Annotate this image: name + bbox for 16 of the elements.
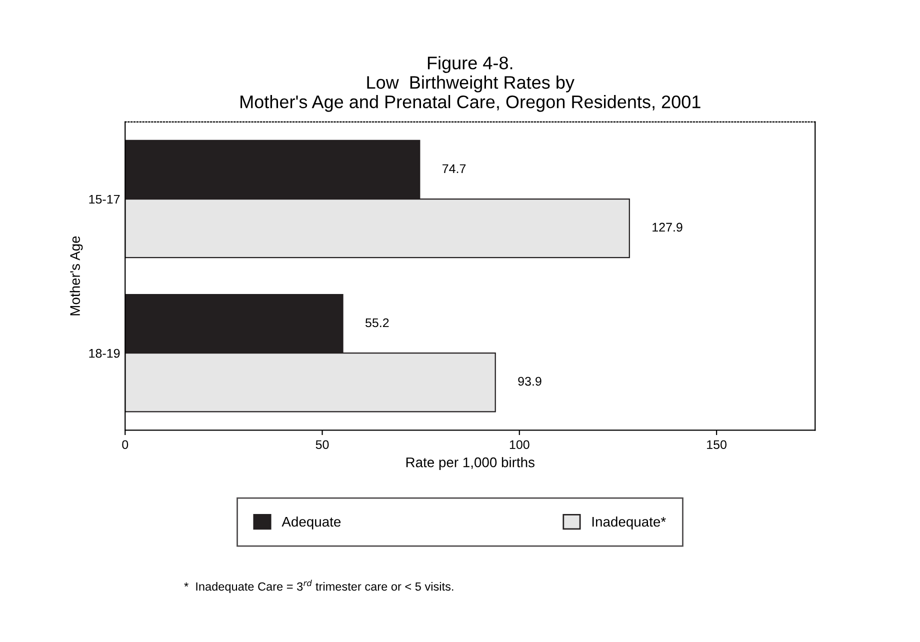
x-tick-label: 100 bbox=[510, 440, 530, 450]
data-label: 127.9 bbox=[652, 222, 682, 232]
data-label: 74.7 bbox=[442, 164, 466, 173]
y-tick-label: 15-17 bbox=[89, 194, 120, 204]
legend-label: Adequate bbox=[282, 516, 341, 530]
x-tick-label: 150 bbox=[707, 440, 726, 450]
y-tick-label: 18-19 bbox=[89, 348, 120, 358]
x-tick-label: 50 bbox=[316, 440, 329, 450]
data-label: 93.9 bbox=[518, 376, 542, 386]
text: * Inadequate Care = 3$^{rd}$ trimester care or < 5 visits. bbox=[184, 580, 454, 594]
data-label: 55.2 bbox=[365, 318, 389, 328]
chart-title: Figure 4-8. Low Birthweight Rates by Mother's Age and Prenatal Care, Oregon Residents, 2001 bbox=[240, 56, 700, 112]
y-axis-title: Mother's Age bbox=[70, 236, 83, 316]
x-axis-title: Rate per 1,000 births bbox=[406, 457, 534, 470]
legend-label: Inadequate* bbox=[592, 516, 666, 530]
x-tick-label: 0 bbox=[122, 440, 128, 450]
